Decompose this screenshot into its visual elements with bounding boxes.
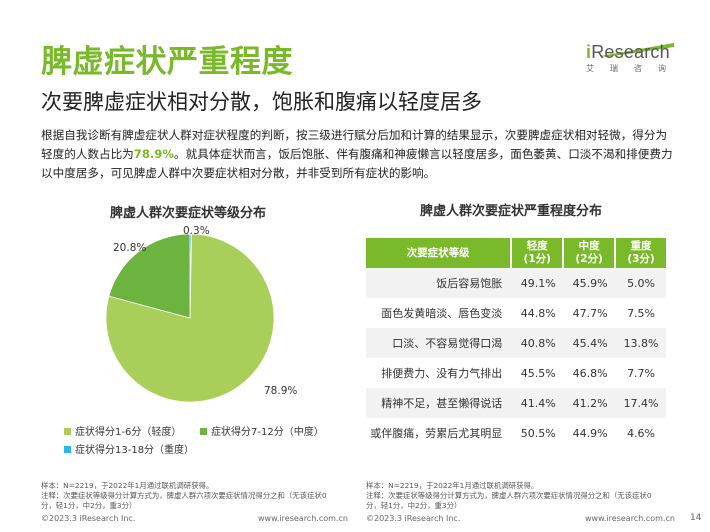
footer-copyright-right: ©2023.3 iResearch Inc.	[366, 514, 461, 523]
pie-label-mild: 78.9%	[264, 385, 298, 397]
description-text: 根据自我诊断有脾虚症状人群对症状程度的判断，按三级进行赋分后加和计算的结果显示，…	[41, 128, 668, 161]
pie-slice-severe	[189, 233, 192, 319]
table-row: 精神不足，甚至懒得说话 41.4% 41.2% 17.4%	[366, 388, 666, 418]
note-line: 注释：次要症状等级得分计算方式为，脾虚人群六项次要症状情况得分之和（无该症状0	[41, 491, 327, 500]
footer-url-right[interactable]: www.iresearch.com.cn	[585, 514, 675, 523]
note-left: 样本：N=2219，于2022年1月通过联机调研获得。 注释：次要症状等级得分计…	[41, 481, 327, 511]
logo-cn-char: 艾	[586, 64, 594, 73]
table-header-row: 次要症状等级 轻度 (1分) 中度 (2分) 重度 (3分)	[366, 238, 666, 268]
table-cell-value: 45.4%	[564, 328, 617, 358]
pie-label-moderate: 20.8%	[113, 242, 147, 254]
table-cell-value: 5.0%	[616, 268, 666, 298]
table-row: 或伴腹痛，劳累后尤其明显 50.5% 44.9% 4.6%	[366, 418, 666, 448]
legend-label: 症状得分1-6分（轻度）	[75, 427, 182, 438]
iresearch-logo: iResearch 艾 瑞 咨 询	[586, 40, 676, 82]
legend-swatch	[200, 428, 207, 435]
note-right: 样本：N=2219，于2022年1月通过联机调研获得。 注释：次要症状等级得分计…	[366, 481, 652, 511]
table-cell-value: 7.5%	[616, 298, 666, 328]
legend-label: 症状得分13-18分（重度）	[75, 445, 195, 456]
logo-cn: 艾 瑞 咨 询	[586, 63, 666, 74]
description-highlight: 78.9%	[133, 147, 174, 161]
table-cell-value: 40.8%	[512, 328, 565, 358]
table-cell-value: 50.5%	[512, 418, 565, 448]
footer-copyright-left: ©2023.3 iResearch Inc.	[41, 514, 136, 523]
table-title: 脾虚人群次要症状严重程度分布	[420, 204, 603, 219]
table-cell-value: 49.1%	[512, 268, 565, 298]
table-cell-value: 13.8%	[616, 328, 666, 358]
logo-swoosh-icon	[600, 43, 674, 57]
page-number: 14	[690, 513, 702, 523]
table-cell-symptom: 或伴腹痛，劳累后尤其明显	[366, 418, 513, 448]
col-header-symptom: 次要症状等级	[366, 238, 513, 268]
page-title: 脾虚症状严重程度	[41, 44, 293, 80]
table-cell-value: 45.5%	[512, 358, 565, 388]
symptom-table: 次要症状等级 轻度 (1分) 中度 (2分) 重度 (3分) 饭后容易饱胀 49.…	[366, 238, 666, 448]
legend-swatch	[64, 446, 71, 453]
pie-label-severe: 0.3%	[183, 225, 210, 237]
note-line: 样本：N=2219，于2022年1月通过联机调研获得。	[41, 481, 214, 490]
table-cell-symptom: 排便费力、没有力气排出	[366, 358, 513, 388]
description-text: 。就具体症状而言，饭后饱胀、伴有腹痛和神疲懒言以轻度居多，面色萎黄、口淡不渴和排…	[41, 147, 673, 180]
legend-label: 症状得分7-12分（中度）	[211, 427, 324, 438]
table-cell-symptom: 精神不足，甚至懒得说话	[366, 388, 513, 418]
table-cell-value: 44.9%	[564, 418, 617, 448]
table-cell-value: 46.8%	[564, 358, 617, 388]
pie-chart-title: 脾虚人群次要症状等级分布	[110, 206, 267, 221]
table-cell-value: 45.9%	[564, 268, 617, 298]
table-row: 口淡、不容易觉得口渴 40.8% 45.4% 13.8%	[366, 328, 666, 358]
col-header-mild: 轻度 (1分)	[512, 238, 565, 268]
table-cell-symptom: 饭后容易饱胀	[366, 268, 513, 298]
col-header-moderate: 中度 (2分)	[564, 238, 617, 268]
note-line: 注释：次要症状等级得分计算方式为，脾虚人群六项次要症状情况得分之和（无该症状0	[366, 491, 652, 500]
logo-cn-char: 咨	[634, 64, 642, 73]
table-cell-value: 44.8%	[512, 298, 565, 328]
table-row: 排便费力、没有力气排出 45.5% 46.8% 7.7%	[366, 358, 666, 388]
footer-url-left[interactable]: www.iresearch.com.cn	[258, 514, 348, 523]
table-cell-value: 7.7%	[616, 358, 666, 388]
legend-item-moderate: 症状得分7-12分（中度）	[200, 423, 324, 438]
legend-swatch	[64, 428, 71, 435]
col-header-severe: 重度 (3分)	[616, 238, 666, 268]
note-line: 分，轻1分，中2分，重3分）	[366, 501, 462, 510]
table-row: 饭后容易饱胀 49.1% 45.9% 5.0%	[366, 268, 666, 298]
table-cell-value: 4.6%	[616, 418, 666, 448]
table-cell-value: 41.2%	[564, 388, 617, 418]
description: 根据自我诊断有脾虚症状人群对症状程度的判断，按三级进行赋分后加和计算的结果显示，…	[41, 126, 673, 183]
note-line: 分，轻1分，中2分，重3分）	[41, 501, 137, 510]
legend-item-severe: 症状得分13-18分（重度）	[64, 441, 194, 456]
table-cell-value: 17.4%	[616, 388, 666, 418]
pie-slice-mild	[105, 233, 275, 403]
note-line: 样本：N=2219，于2022年1月通过联机调研获得。	[366, 481, 539, 490]
table-cell-value: 47.7%	[564, 298, 617, 328]
logo-i: i	[586, 42, 592, 62]
table-cell-symptom: 口淡、不容易觉得口渴	[366, 328, 513, 358]
table-row: 面色发黄暗淡、唇色变淡 44.8% 47.7% 7.5%	[366, 298, 666, 328]
logo-cn-char: 瑞	[610, 64, 618, 73]
logo-research: Research	[591, 42, 670, 62]
logo-cn-char: 询	[658, 64, 666, 73]
table-cell-symptom: 面色发黄暗淡、唇色变淡	[366, 298, 513, 328]
legend-item-mild: 症状得分1-6分（轻度）	[64, 423, 181, 438]
page-subtitle: 次要脾虚症状相对分散，饱胀和腹痛以轻度居多	[41, 90, 482, 114]
table-cell-value: 41.4%	[512, 388, 565, 418]
